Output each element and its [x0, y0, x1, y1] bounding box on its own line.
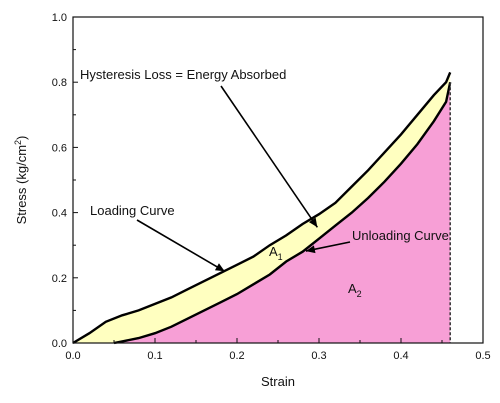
- filled-areas: [73, 72, 451, 344]
- x-axis-title: Strain: [261, 374, 295, 389]
- area-under-unloading-a2: [114, 82, 451, 343]
- loading-curve-line: [72, 71, 452, 345]
- x-tick-label: 0.4: [393, 350, 408, 362]
- x-tick-label: 0.3: [311, 350, 326, 362]
- annotation-loading-curve: Loading Curve: [90, 203, 175, 218]
- arrow-loading: [136, 219, 226, 272]
- unloading-curve-line: [113, 81, 452, 345]
- x-tick-label: 0.2: [229, 350, 244, 362]
- area-label-a1: A1: [269, 244, 283, 262]
- y-tick-label: 0.0: [52, 338, 67, 350]
- y-tick-label: 0.8: [52, 77, 67, 89]
- annotation-hysteresis-loss: Hysteresis Loss = Energy Absorbed: [80, 67, 286, 82]
- curves: [72, 71, 452, 345]
- annotation-unloading-curve: Unloading Curve: [352, 228, 449, 243]
- axis-ticks: 0.0 0.1 0.2 0.3 0.4 0.5 0.0 0.2 0.4 0.6 0.8 1.0: [52, 12, 491, 362]
- x-tick-label: 0.5: [475, 350, 490, 362]
- annotation-arrows: [136, 85, 351, 272]
- x-tick-label: 0.0: [65, 350, 80, 362]
- arrow-hysteresis-head: [308, 217, 318, 228]
- y-tick-label: 0.2: [52, 273, 67, 285]
- arrow-loading-head: [214, 263, 225, 272]
- y-tick-label: 1.0: [52, 12, 67, 24]
- arrow-unloading-head: [305, 245, 316, 254]
- arrow-hysteresis: [220, 85, 319, 228]
- x-tick-label: 0.1: [147, 350, 162, 362]
- area-label-a2: A2: [348, 281, 362, 299]
- y-tick-label: 0.4: [52, 208, 67, 220]
- y-axis-title: Stress (kg/cm2): [13, 136, 29, 225]
- y-tick-label: 0.6: [52, 142, 67, 154]
